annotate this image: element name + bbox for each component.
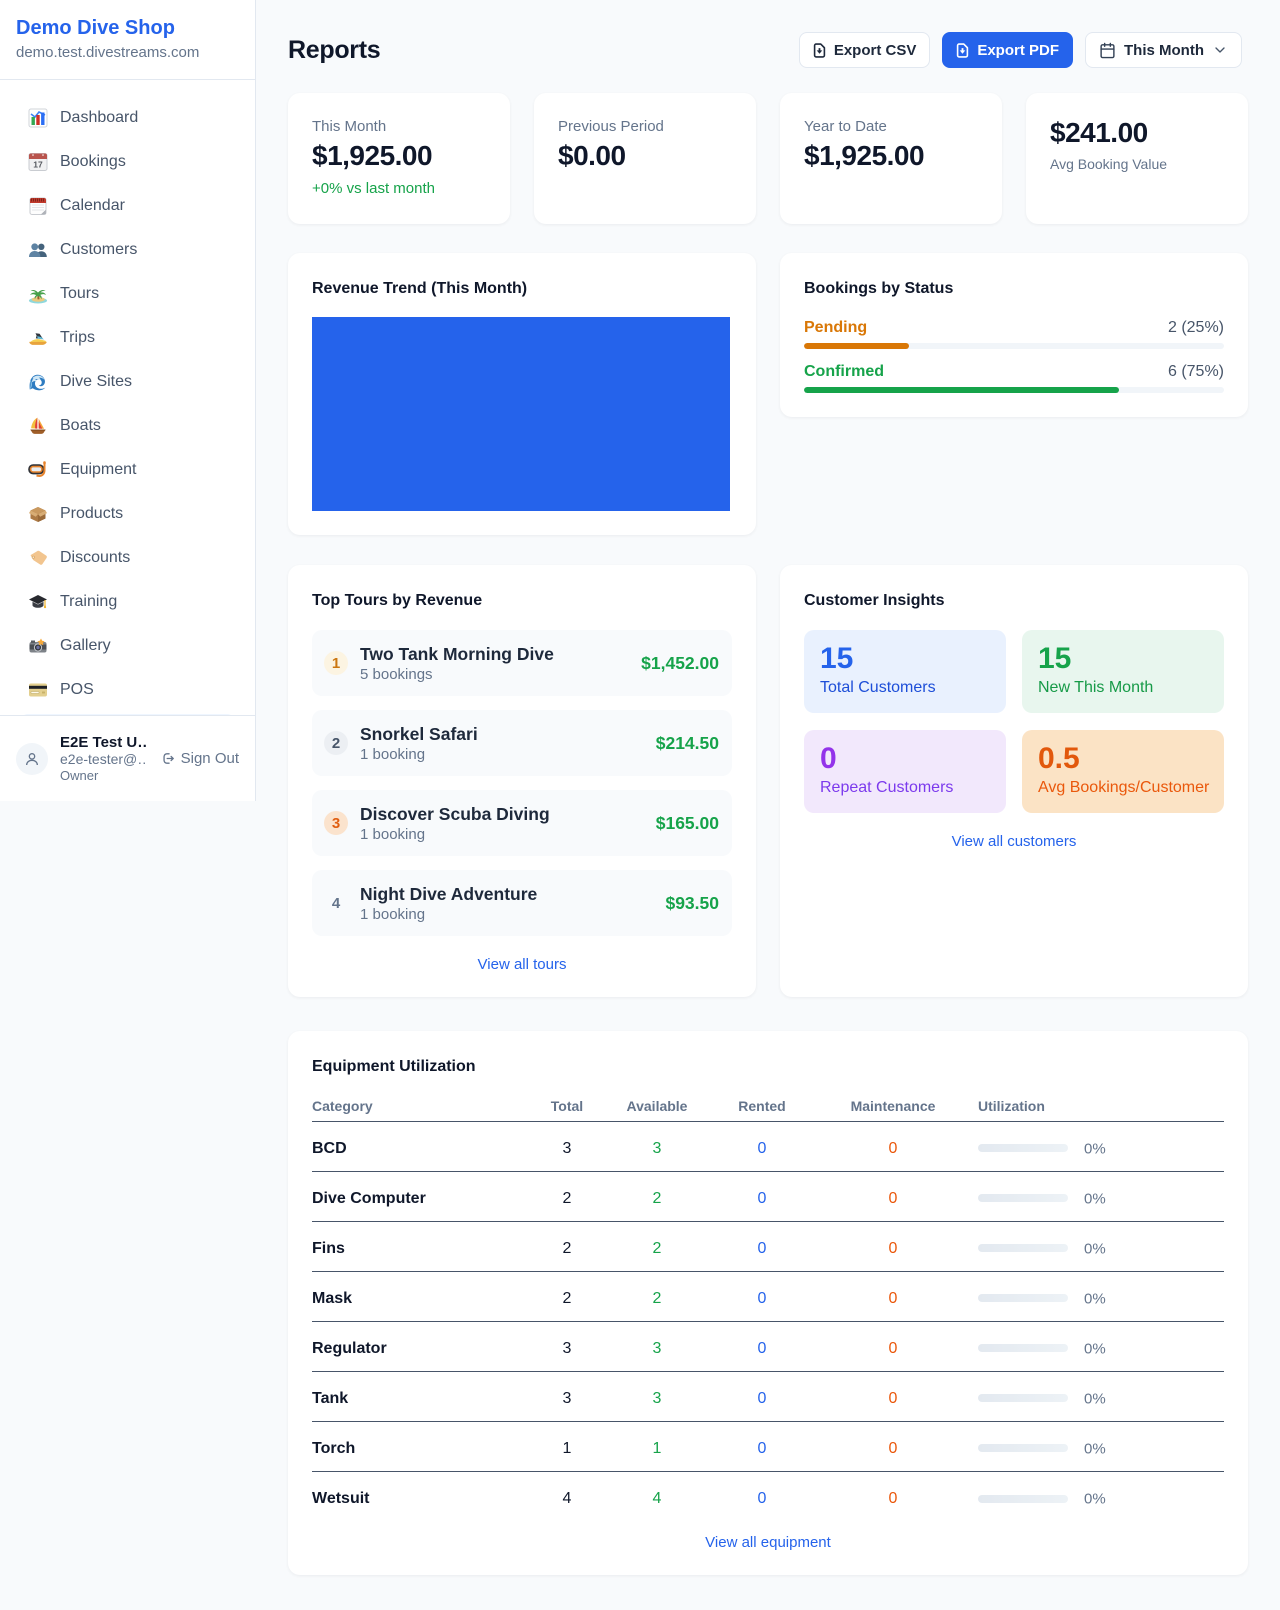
svg-text:17: 17 [33,160,43,170]
